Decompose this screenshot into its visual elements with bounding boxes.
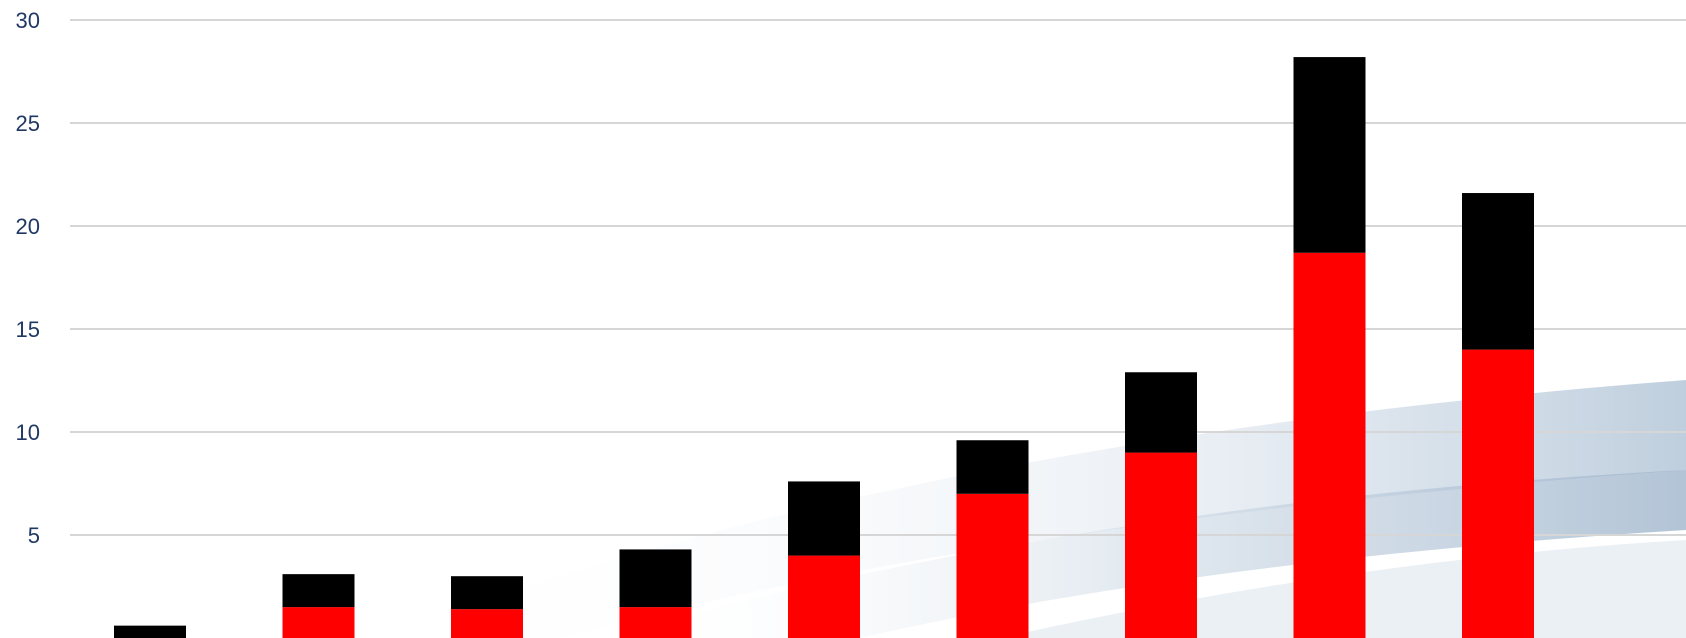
- bar-segment-black: [1462, 193, 1534, 350]
- gridlines: [70, 19, 1686, 536]
- bar-segment-red: [956, 493, 1029, 638]
- bar-segment-red: [1125, 452, 1197, 638]
- y-tick-label: 5: [28, 523, 40, 548]
- bar-segment-red: [619, 607, 692, 638]
- y-tick-label: 15: [16, 317, 40, 342]
- bar-segment-black: [619, 549, 692, 608]
- bar-segment-black: [451, 576, 523, 610]
- y-tick-label: 25: [16, 111, 40, 136]
- bar-segment-black: [114, 625, 186, 638]
- y-axis-ticks: 5 10 15 20 25 30: [16, 8, 40, 548]
- y-tick-label: 30: [16, 8, 40, 33]
- y-tick-label: 20: [16, 214, 40, 239]
- bar-segment-black: [956, 440, 1029, 494]
- bar-segment-black: [1125, 372, 1197, 453]
- bar-segment-red: [282, 607, 355, 638]
- bar-segment-red: [1293, 252, 1366, 638]
- bar-segment-red: [451, 609, 523, 638]
- bars: [114, 57, 1534, 638]
- bar-segment-black: [282, 574, 355, 608]
- bar-segment-red: [788, 555, 860, 638]
- bar-segment-black: [788, 481, 860, 556]
- bar-segment-black: [1293, 57, 1366, 253]
- y-tick-label: 10: [16, 420, 40, 445]
- bar-segment-red: [1462, 349, 1534, 638]
